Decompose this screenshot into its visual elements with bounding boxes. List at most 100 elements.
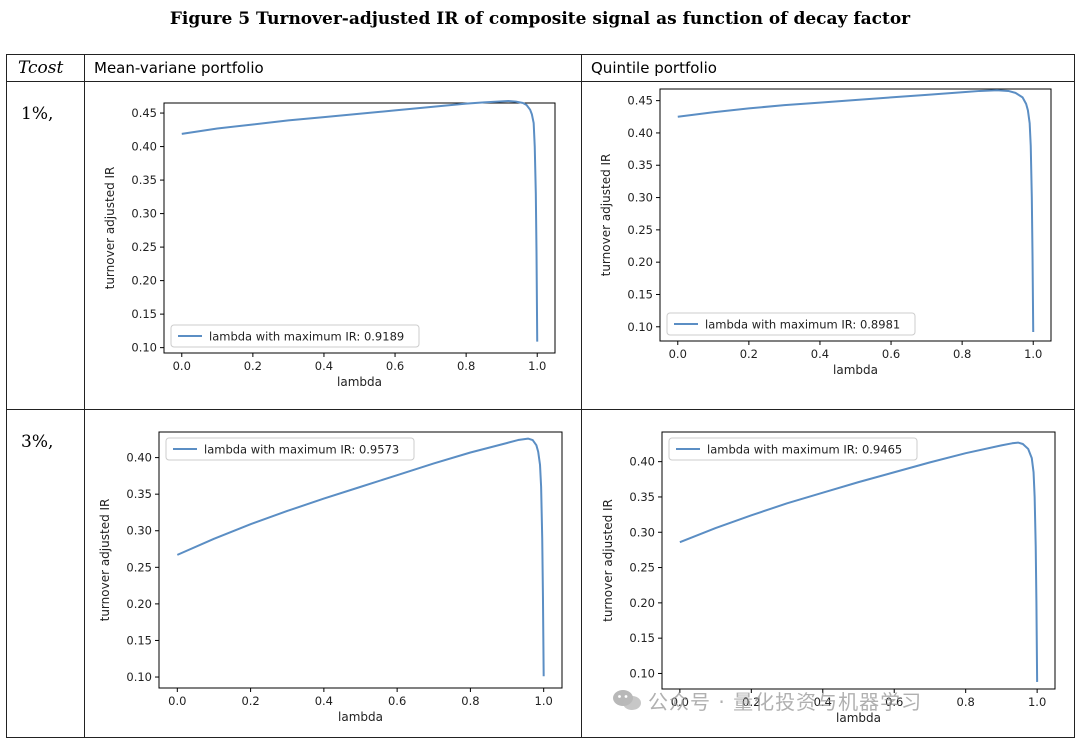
legend-label: lambda with maximum IR: 0.9573 xyxy=(204,443,399,457)
figure-title: Figure 5 Turnover-adjusted IR of composi… xyxy=(169,9,911,29)
y-tick-label: 0.40 xyxy=(627,126,653,140)
row-label-cell-3: 3%, xyxy=(6,409,85,738)
y-tick-label: 0.10 xyxy=(126,670,152,684)
y-tick-label: 0.20 xyxy=(629,596,655,610)
y-axis-label: turnover adjusted IR xyxy=(599,154,613,277)
x-axis-label: lambda xyxy=(337,375,382,389)
x-tick-label: 0.6 xyxy=(388,694,406,708)
chart-quintile-1pct: 0.0 0.2 0.4 0.6 0.8 1.0 0.10 0.15 0.20 0.25 0.30 0.… xyxy=(599,88,1052,377)
y-tick-label: 0.15 xyxy=(126,633,152,647)
plot-frame xyxy=(661,431,1056,690)
x-tick-label: 0.6 xyxy=(885,695,903,709)
x-axis-label: lambda xyxy=(836,711,881,725)
x-tick-label: 1.0 xyxy=(1028,695,1046,709)
y-tick-label: 0.15 xyxy=(627,287,653,301)
y-tick-label: 0.10 xyxy=(629,666,655,680)
mean-variance-header: Mean-variane portfolio xyxy=(94,59,264,77)
x-tick-label: 0.4 xyxy=(814,695,832,709)
legend-label: lambda with maximum IR: 0.9189 xyxy=(209,330,404,344)
y-tick-label: 0.35 xyxy=(126,487,152,501)
legend-box xyxy=(170,324,420,348)
series-line xyxy=(176,437,545,677)
chart-mv-1pct: 0.0 0.2 0.4 0.6 0.8 1.0 0.10 0.15 0.20 0.25 0.30 0.… xyxy=(103,99,556,389)
row-label-1pct: 1%, xyxy=(21,104,54,124)
wechat-icon xyxy=(613,690,641,710)
x-tick-label: 0.0 xyxy=(671,695,689,709)
x-tick-label: 1.0 xyxy=(528,359,546,373)
x-tick-label: 0.2 xyxy=(742,695,760,709)
y-tick-label: 0.35 xyxy=(627,158,653,172)
y-tick-label: 0.30 xyxy=(627,191,653,205)
mean-variance-header-cell: Mean-variane portfolio xyxy=(84,54,582,82)
x-tick-label: 0.0 xyxy=(173,359,191,373)
quintile-header-cell: Quintile portfolio xyxy=(581,54,1075,82)
figure-table: Tcost Mean-variane portfolio Quintile po… xyxy=(6,54,1075,738)
tcost-header: Tcost xyxy=(18,58,64,78)
x-axis-label: lambda xyxy=(833,363,878,377)
y-tick-label: 0.45 xyxy=(131,106,157,120)
plot-frame xyxy=(158,431,563,689)
plot-frame xyxy=(163,102,556,354)
tcost-header-cell: Tcost xyxy=(6,54,85,82)
chart-quintile-3pct: 0.0 0.2 0.4 0.6 0.8 1.0 0.10 0.15 0.20 0.25 0.30 0.… xyxy=(601,431,1056,725)
x-tick-label: 1.0 xyxy=(1024,347,1042,361)
y-tick-label: 0.40 xyxy=(629,455,655,469)
y-axis-label: turnover adjusted IR xyxy=(103,167,117,290)
y-tick-label: 0.15 xyxy=(629,631,655,645)
legend-box xyxy=(666,312,916,336)
legend: lambda with maximum IR: 0.9189 xyxy=(170,324,420,348)
x-tick-label: 0.4 xyxy=(811,347,829,361)
x-tick-label: 0.4 xyxy=(315,359,333,373)
plot-frame xyxy=(659,88,1052,342)
y-tick-label: 0.30 xyxy=(629,525,655,539)
x-tick-label: 0.8 xyxy=(953,347,971,361)
x-tick-label: 0.0 xyxy=(168,694,186,708)
y-tick-label: 0.35 xyxy=(629,490,655,504)
chart-cell-q-1: 0.0 0.2 0.4 0.6 0.8 1.0 0.10 0.15 0.20 0.25 0.30 0.… xyxy=(581,81,1075,410)
legend-box xyxy=(165,437,415,461)
row-label-cell-1: 1%, xyxy=(6,81,85,410)
x-tick-label: 0.8 xyxy=(457,359,475,373)
legend: lambda with maximum IR: 0.9465 xyxy=(668,437,918,461)
chart-cell-mv-3: 0.0 0.2 0.4 0.6 0.8 1.0 0.10 0.15 0.20 0.25 0.30 0.… xyxy=(84,409,582,738)
y-axis-label: turnover adjusted IR xyxy=(98,499,112,622)
x-tick-label: 1.0 xyxy=(535,694,553,708)
legend-label: lambda with maximum IR: 0.9465 xyxy=(707,443,902,457)
y-tick-label: 0.25 xyxy=(629,561,655,575)
y-tick-label: 0.25 xyxy=(126,560,152,574)
y-tick-label: 0.15 xyxy=(131,307,157,321)
chart-mv-3pct: 0.0 0.2 0.4 0.6 0.8 1.0 0.10 0.15 0.20 0.25 0.30 0.… xyxy=(98,431,563,724)
y-tick-label: 0.35 xyxy=(131,173,157,187)
y-tick-label: 0.20 xyxy=(131,274,157,288)
y-tick-label: 0.25 xyxy=(131,240,157,254)
y-tick-label: 0.10 xyxy=(131,341,157,355)
x-axis-label: lambda xyxy=(338,710,383,724)
legend: lambda with maximum IR: 0.8981 xyxy=(666,312,916,336)
legend-box xyxy=(668,437,918,461)
y-tick-label: 0.40 xyxy=(126,451,152,465)
legend-label: lambda with maximum IR: 0.8981 xyxy=(705,318,900,332)
y-tick-label: 0.25 xyxy=(627,223,653,237)
series-line xyxy=(679,441,1039,682)
y-axis-label: turnover adjusted IR xyxy=(601,499,615,622)
series-line xyxy=(181,99,539,342)
y-tick-label: 0.10 xyxy=(627,320,653,334)
y-tick-label: 0.30 xyxy=(131,207,157,221)
chart-cell-mv-1: 0.0 0.2 0.4 0.6 0.8 1.0 0.10 0.15 0.20 0.25 0.30 0.… xyxy=(84,81,582,410)
y-tick-label: 0.20 xyxy=(627,255,653,269)
series-line xyxy=(677,89,1035,332)
chart-cell-q-3: 0.0 0.2 0.4 0.6 0.8 1.0 0.10 0.15 0.20 0.25 0.30 0.… xyxy=(581,409,1075,738)
x-tick-label: 0.4 xyxy=(315,694,333,708)
x-tick-label: 0.2 xyxy=(244,359,262,373)
y-tick-label: 0.20 xyxy=(126,597,152,611)
x-tick-label: 0.8 xyxy=(957,695,975,709)
y-tick-label: 0.45 xyxy=(627,94,653,108)
row-label-3pct: 3%, xyxy=(21,432,54,452)
quintile-header: Quintile portfolio xyxy=(591,59,717,77)
x-tick-label: 0.6 xyxy=(386,359,404,373)
x-tick-label: 0.2 xyxy=(241,694,259,708)
legend: lambda with maximum IR: 0.9573 xyxy=(165,437,415,461)
x-tick-label: 0.8 xyxy=(461,694,479,708)
watermark-text: 公众号 · 量化投资与机器学习 xyxy=(648,690,923,714)
y-tick-label: 0.40 xyxy=(131,140,157,154)
